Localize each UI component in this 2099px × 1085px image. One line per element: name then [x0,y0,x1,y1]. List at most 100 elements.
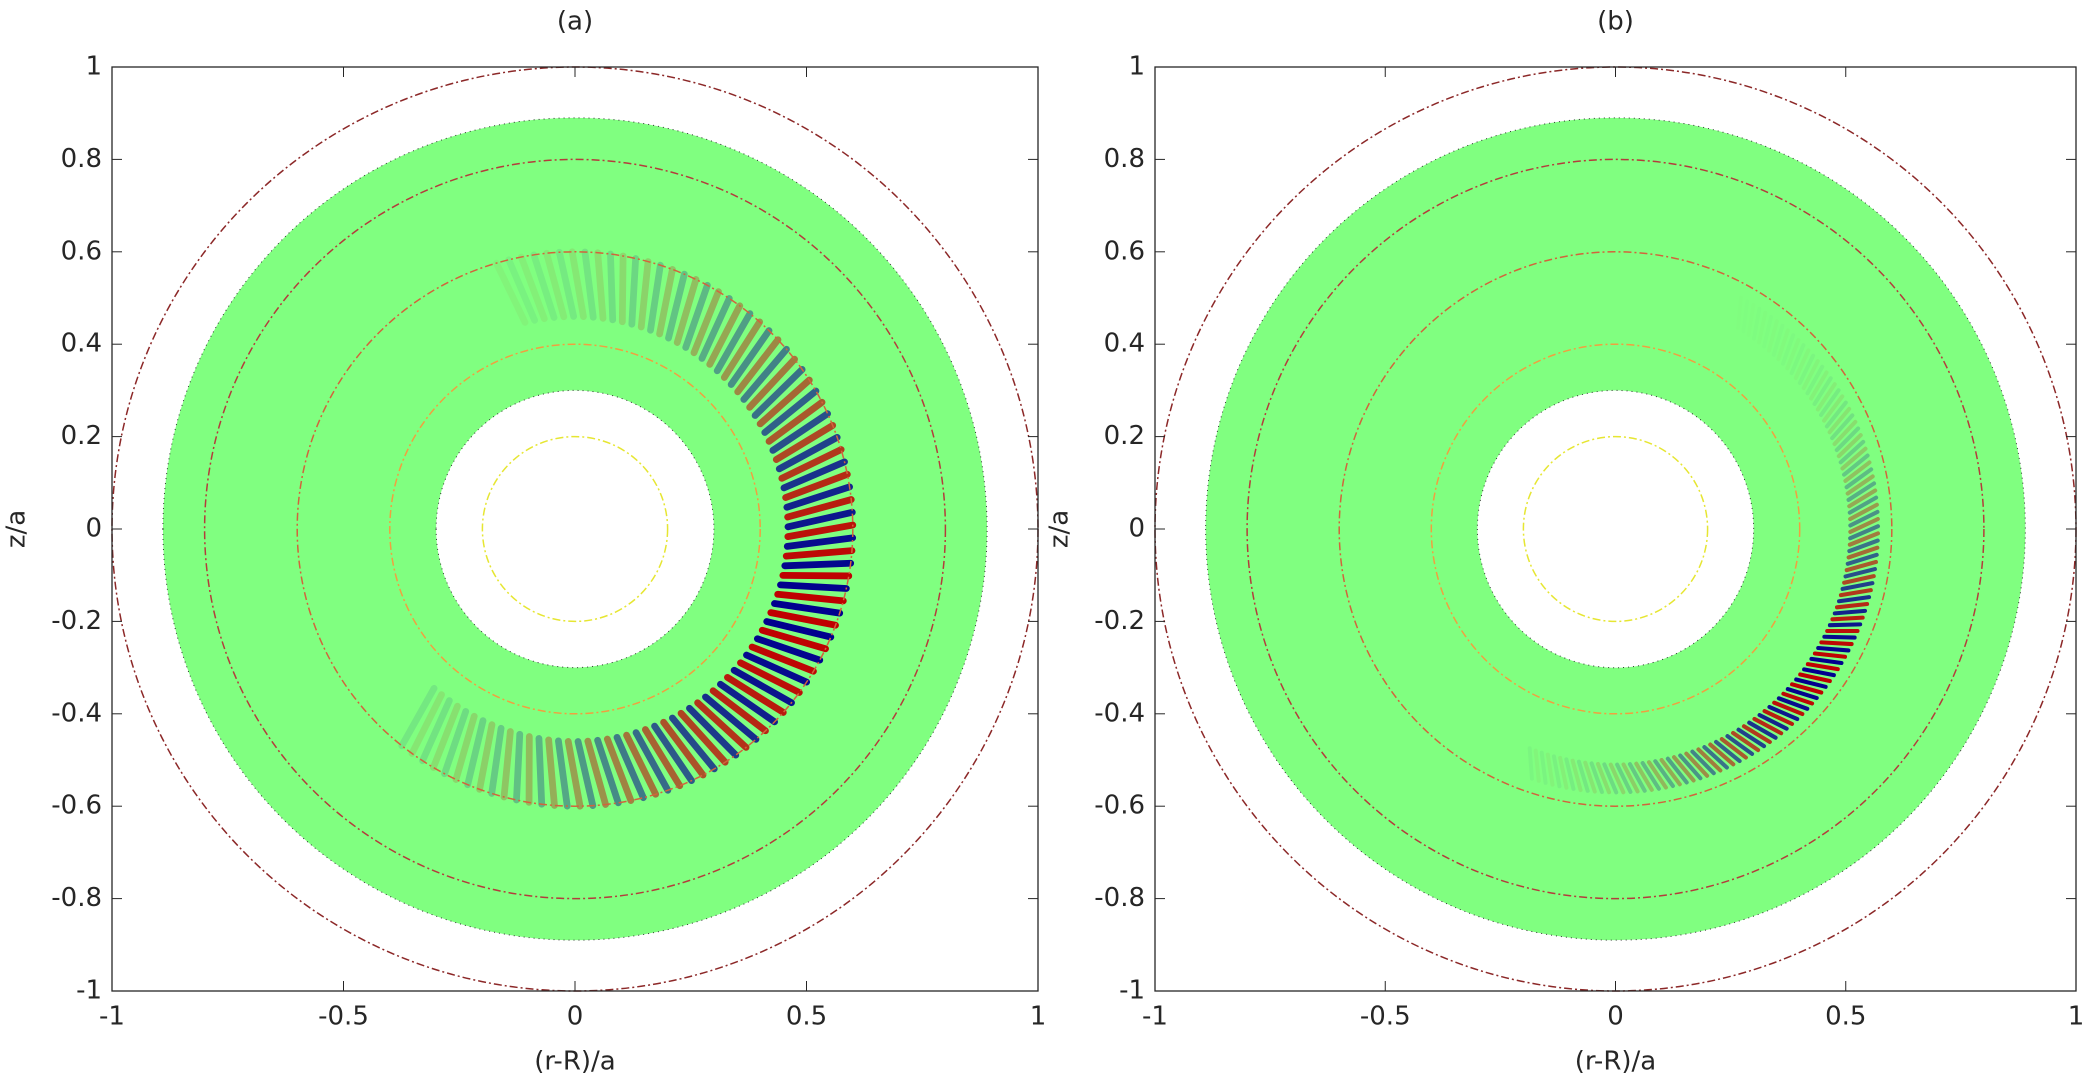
mode-stripe [1834,426,1861,453]
mode-stripe [1824,400,1848,429]
mode-stripe [1805,662,1840,672]
flux-surface [203,158,947,900]
mode-stripe [1576,759,1590,793]
mode-stripe [740,345,790,403]
y-tick-label: -1 [76,976,102,1006]
mode-stripe [1841,453,1870,477]
mode-stripe [543,249,568,321]
mode-stripe [774,590,847,605]
mode-stripe [1847,538,1880,554]
mode-stripe [430,702,461,771]
mode-stripe [452,712,478,783]
mode-stripe [746,355,798,411]
mode-stripe [1819,640,1854,647]
flux-surface [389,343,761,715]
mode-stripe [1708,742,1736,767]
mode-stripe [1615,762,1633,794]
mode-stripe [1847,488,1878,509]
mode-stripe [500,728,514,801]
y-tick-label: -1 [1119,976,1145,1006]
mode-stripe [1684,751,1710,778]
mode-stripe [778,446,845,482]
mode-stripe [1719,737,1748,760]
flux-surface [1430,343,1801,715]
panel-title: (a) [557,7,593,37]
mode-stripe [1672,755,1696,783]
y-tick-label: 1 [85,52,102,82]
mode-stripe [1815,382,1837,412]
mode-stripe [1819,388,1841,418]
x-tick-label: 0 [567,1002,584,1032]
mode-stripe [1840,446,1868,471]
mode-stripe [1845,552,1879,566]
mode-stripe [734,336,782,396]
x-tick-label: 1 [1030,1002,1047,1032]
mode-stripe [568,248,587,321]
mode-stripe [1741,724,1772,745]
mode-stripe [1848,502,1879,522]
mode-stripe [1608,762,1626,795]
mode-stripe [419,697,453,765]
domain-annulus [1206,118,2026,940]
mode-stripe [1794,677,1828,689]
mode-stripe [1837,595,1872,604]
mode-stripe [717,680,778,726]
mode-stripe [1678,753,1703,781]
mode-stripe [751,366,806,419]
x-tick-label: -1 [1142,1002,1168,1032]
flux-surface [481,435,669,623]
flux-surface [1522,435,1709,623]
mode-stripe [1621,762,1640,794]
x-tick-label: 0 [1607,1002,1624,1032]
mode-stripe [1848,509,1880,528]
mode-stripe [1545,752,1555,787]
mode-stripe [737,659,803,696]
mode-stripe [753,635,824,664]
mode-stripe [408,691,445,757]
panel: -1 -0.5 0 0.5 1 -1 -0.8 -0.6 -0.4 -0.2 0 0.2 0.4 0.6 0… [1045,7,2085,1077]
y-tick-label: -0.2 [51,606,102,636]
mode-stripe [784,496,855,521]
mode-stripe [1809,656,1844,666]
y-tick-label: 1 [1128,52,1145,82]
mode-stripe [1602,762,1619,795]
mode-stripe [748,643,817,675]
mode-stripe [1812,651,1848,659]
mode-stripe [1834,601,1870,610]
y-tick-label: 0.2 [61,421,102,451]
mode-stripe [555,248,578,320]
mode-stripe [1640,761,1661,791]
mode-stripe [702,693,760,743]
mode-stripe [686,704,740,759]
mode-stripe [783,483,853,511]
mode-stripe [1845,474,1875,496]
mode-stripe [1790,682,1824,695]
x-axis-label: (r-R)/a [534,1047,615,1077]
mode-stripe [767,609,839,629]
mode-stripe [1805,364,1825,396]
mode-stripe [1747,720,1778,740]
x-tick-label: 0.5 [786,1002,827,1032]
mode-stripe [1846,481,1877,502]
mode-stripe [1589,761,1604,795]
y-tick-label: -0.8 [51,883,102,913]
mode-stripe [1798,672,1832,684]
mode-stripe [720,318,764,381]
mode-stripe [1843,567,1877,579]
mode-stripe [782,470,851,501]
mode-stripe [618,252,627,326]
mode-stripe [476,721,496,793]
mode-stripe [1822,634,1857,640]
mode-stripe [607,250,617,324]
mode-stripe [660,718,707,779]
mode-stripe [1847,531,1880,547]
mode-stripe [669,714,718,773]
mode-stripe [584,737,609,808]
mode-stripe [724,674,787,716]
mode-stripe [698,295,733,362]
mode-stripe [1570,758,1583,793]
mode-stripe [713,310,754,375]
mode-stripe [1781,691,1815,706]
mode-stripe [1757,713,1789,731]
